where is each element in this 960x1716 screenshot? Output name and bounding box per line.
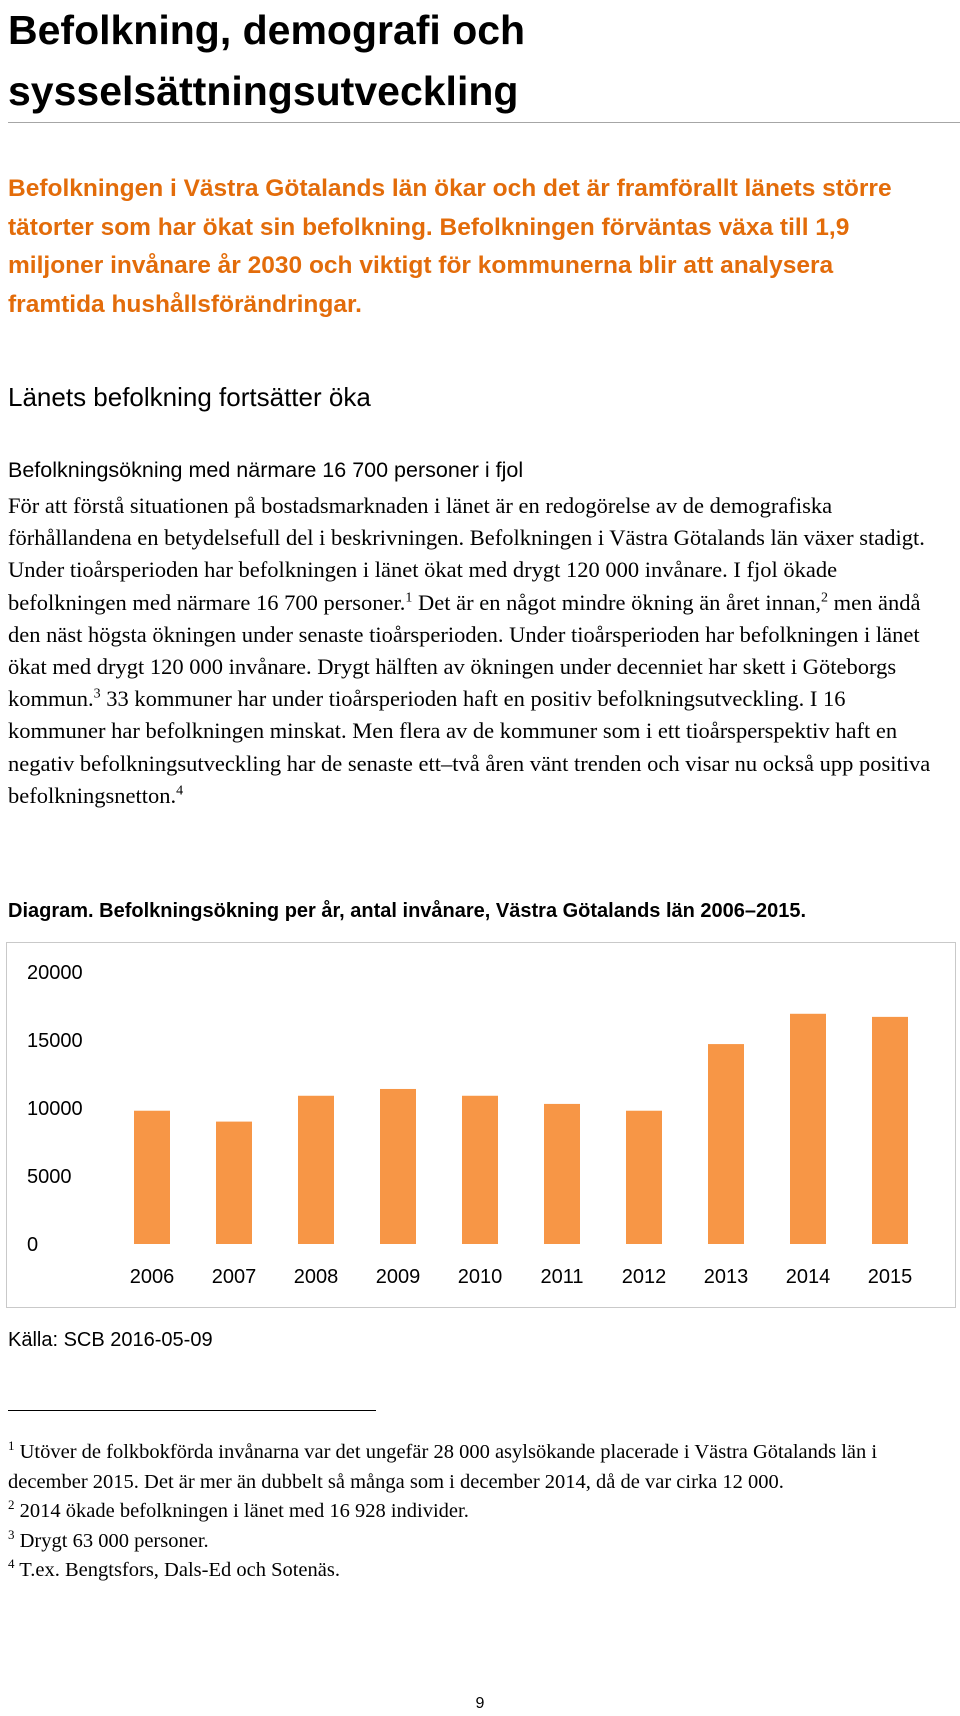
- y-tick-label: 15000: [27, 1030, 83, 1052]
- chart-source: Källa: SCB 2016-05-09: [8, 1329, 213, 1351]
- page-title: Befolkning, demografi och sysselsättning…: [8, 7, 526, 114]
- y-tick-label: 5000: [27, 1166, 72, 1188]
- bar-2012: [626, 1110, 662, 1244]
- footnote-number-1: 1: [8, 1438, 15, 1454]
- footnote-text-4: T.ex. Bengtsfors, Dals-Ed och Sotenäs.: [14, 1559, 340, 1581]
- title-divider: [8, 122, 960, 123]
- bar-2014: [790, 1013, 826, 1244]
- footnote-divider: [8, 1410, 376, 1411]
- footnote-ref-3[interactable]: 3: [93, 686, 101, 702]
- body-paragraph: För att förstå situationen på bostadsmar…: [8, 490, 948, 812]
- footnote-number-2: 2: [8, 1497, 15, 1513]
- bar-2007: [216, 1121, 252, 1244]
- lead-paragraph: Befolkningen i Västra Götalands län ökar…: [8, 175, 892, 318]
- footnote-3: 3 Drygt 63 000 personer.: [8, 1527, 948, 1557]
- bar-2015: [872, 1016, 908, 1244]
- bar-2008: [298, 1095, 334, 1244]
- body-text-part-1: För att förstå situationen på bostadsmar…: [8, 493, 925, 615]
- bar-2006: [134, 1110, 170, 1244]
- x-tick-label: 2014: [786, 1266, 831, 1288]
- x-tick-label: 2013: [704, 1266, 749, 1288]
- page-number: 9: [475, 1695, 485, 1712]
- footnote-text-2: 2014 ökade befolkningen i länet med 16 9…: [14, 1500, 469, 1522]
- section-heading: Länets befolkning fortsätter öka: [8, 382, 371, 412]
- bar-2010: [462, 1095, 498, 1244]
- subheading: Befolkningsökning med närmare 16 700 per…: [8, 458, 524, 482]
- footnote-ref-2[interactable]: 2: [821, 590, 829, 606]
- x-tick-label: 2007: [212, 1266, 257, 1288]
- x-tick-label: 2010: [458, 1266, 503, 1288]
- footnotes: 1 Utöver de folkbokförda invånarna var d…: [8, 1438, 948, 1586]
- body-text-part-4: 33 kommuner har under tioårsperioden haf…: [8, 686, 931, 808]
- footnote-4: 4 T.ex. Bengtsfors, Dals-Ed och Sotenäs.: [8, 1556, 948, 1586]
- footnote-text-1: Utöver de folkbokförda invånarna var det…: [8, 1441, 878, 1493]
- footnote-ref-4[interactable]: 4: [176, 783, 184, 799]
- y-tick-label: 20000: [27, 962, 83, 984]
- y-tick-label: 10000: [27, 1098, 83, 1120]
- x-tick-label: 2012: [622, 1266, 667, 1288]
- bar-2011: [544, 1103, 580, 1244]
- footnote-2: 2 2014 ökade befolkningen i länet med 16…: [8, 1497, 948, 1527]
- x-tick-label: 2009: [376, 1266, 421, 1288]
- body-text-part-3: men ändå den näst högsta ökningen under …: [8, 589, 921, 712]
- x-tick-label: 2008: [294, 1266, 339, 1288]
- chart-caption: Diagram. Befolkningsökning per år, antal…: [8, 900, 807, 922]
- bar-chart-svg: 0 5000 10000 15000 20000 2006 2007 2008 2009 2010…: [27, 962, 913, 1288]
- footnote-1: 1 Utöver de folkbokförda invånarna var d…: [8, 1438, 948, 1497]
- footnote-number-4: 4: [8, 1556, 15, 1572]
- y-tick-label: 0: [27, 1234, 38, 1256]
- body-text-part-2: Det är en något mindre ökning än året in…: [412, 589, 822, 615]
- x-tick-label: 2006: [130, 1266, 175, 1288]
- footnote-number-3: 3: [8, 1526, 15, 1542]
- x-tick-label: 2011: [540, 1266, 583, 1288]
- footnote-text-3: Drygt 63 000 personer.: [14, 1529, 209, 1552]
- bar-2013: [708, 1044, 744, 1244]
- footnote-ref-1[interactable]: 1: [405, 590, 413, 606]
- bar-chart: 0 5000 10000 15000 20000 2006 2007 2008 2009 2010…: [6, 942, 956, 1308]
- x-tick-label: 2015: [868, 1266, 913, 1288]
- bar-2009: [380, 1088, 416, 1244]
